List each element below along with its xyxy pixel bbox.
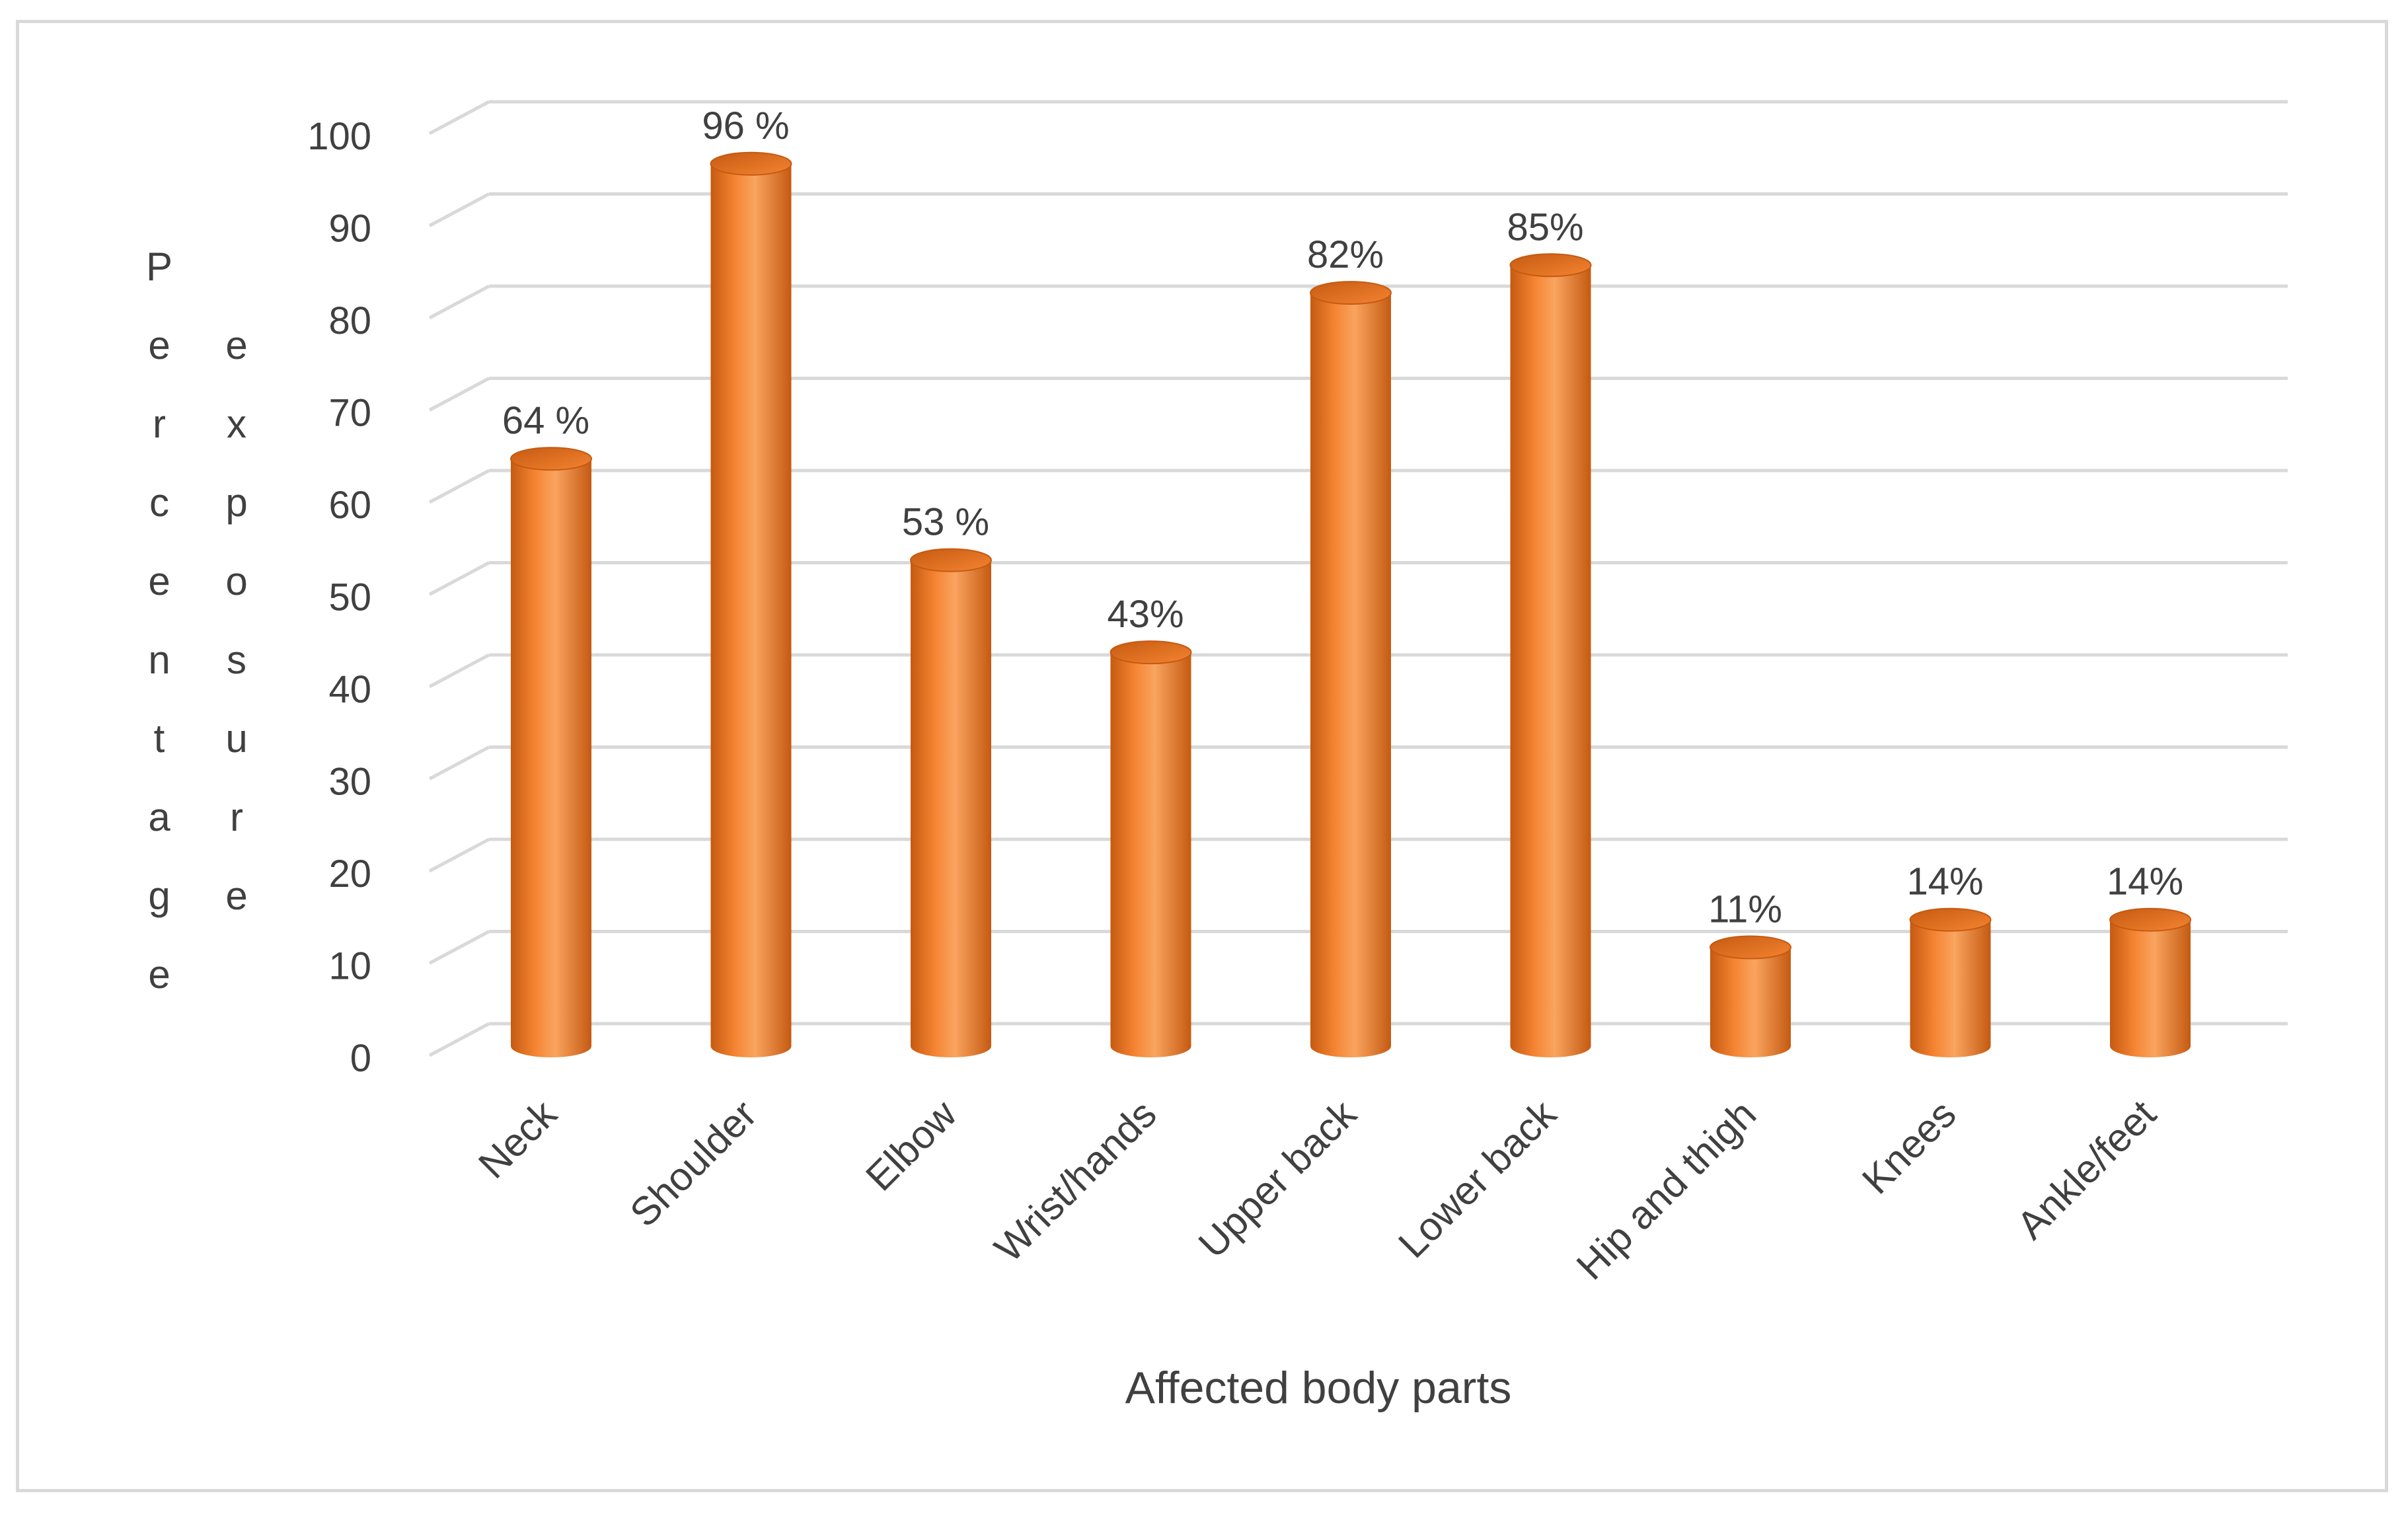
data-label: 11% xyxy=(1708,888,1782,931)
data-label: 14% xyxy=(1906,860,1983,903)
x-tick-label: Wrist/hands xyxy=(986,1092,1165,1271)
x-axis-ticks: Neck Shoulder Elbow Wrist/hands Upper back Lo… xyxy=(470,1091,2164,1288)
bar xyxy=(710,151,792,1057)
x-axis-title: Affected body parts xyxy=(1125,1363,1512,1413)
chart-frame xyxy=(16,20,2388,1492)
x-tick-label: Knees xyxy=(1854,1092,1965,1203)
gridline xyxy=(428,100,2288,135)
data-label: 96 % xyxy=(702,104,789,147)
y-axis-label-letter: P xyxy=(146,245,172,289)
y-axis-label-letter: r xyxy=(153,402,166,446)
bars xyxy=(510,151,2191,1058)
data-labels: 64 % 96 % 53 % 43% 82% 85% 11% 14% 14% xyxy=(502,104,2183,931)
y-axis-label-letter: r xyxy=(230,795,243,839)
gridline xyxy=(428,192,2288,227)
x-tick-label: Elbow xyxy=(857,1091,965,1199)
x-tick-label: Ankle/feet xyxy=(2008,1092,2164,1248)
y-axis-label-letter: p xyxy=(225,480,247,525)
y-tick-label: 20 xyxy=(328,853,371,895)
y-tick-label: 10 xyxy=(328,945,371,988)
y-axis-label-letter: u xyxy=(225,716,247,761)
y-tick-label: 60 xyxy=(328,484,371,527)
y-axis-label-letter: e xyxy=(148,559,170,603)
y-tick-label: 30 xyxy=(328,761,371,804)
y-axis-label-letter: e xyxy=(148,952,170,997)
data-label: 53 % xyxy=(902,501,989,544)
y-tick-label: 80 xyxy=(328,299,371,342)
bar xyxy=(1710,935,1791,1057)
y-axis-label-letter: c xyxy=(149,480,169,525)
y-tick-label: 0 xyxy=(350,1037,371,1080)
y-axis-label-letter: e xyxy=(148,323,170,367)
x-tick-label: Lower back xyxy=(1390,1091,1565,1266)
data-label: 43% xyxy=(1107,593,1184,636)
x-tick-label: Upper back xyxy=(1190,1091,1365,1266)
y-tick-label: 40 xyxy=(328,668,371,711)
data-label: 64 % xyxy=(502,399,589,442)
y-axis-label-letter: t xyxy=(154,716,165,761)
y-axis-label-letter: e xyxy=(225,874,247,918)
data-label: 85% xyxy=(1507,206,1583,248)
y-axis-label-letter: n xyxy=(148,638,170,682)
data-label: 14% xyxy=(2107,860,2183,903)
y-axis-label-letter: a xyxy=(148,795,170,839)
bar xyxy=(910,548,992,1057)
bar xyxy=(1509,253,1592,1057)
y-tick-label: 70 xyxy=(328,392,371,435)
y-tick-label: 50 xyxy=(328,576,371,619)
y-axis-label-letter: g xyxy=(148,874,170,918)
y-axis-label-letter: x xyxy=(227,402,246,446)
y-axis-label-letter: e xyxy=(225,323,247,367)
x-tick-label: Shoulder xyxy=(621,1092,765,1235)
y-tick-label: 100 xyxy=(307,115,371,158)
y-axis-label-letter: o xyxy=(225,559,247,603)
data-label: 82% xyxy=(1307,233,1384,276)
bar xyxy=(1110,640,1192,1057)
y-tick-label: 90 xyxy=(328,208,371,250)
y-axis-ticks: 0 10 20 30 40 50 60 70 80 90 100 xyxy=(307,115,371,1080)
bar xyxy=(1310,281,1392,1058)
x-tick-label: Neck xyxy=(470,1091,566,1187)
bar xyxy=(510,447,592,1057)
bar xyxy=(1909,907,1992,1057)
x-tick-label: Hip and thigh xyxy=(1568,1092,1764,1288)
y-axis-label-letter: s xyxy=(227,638,246,682)
bar xyxy=(2109,907,2191,1057)
